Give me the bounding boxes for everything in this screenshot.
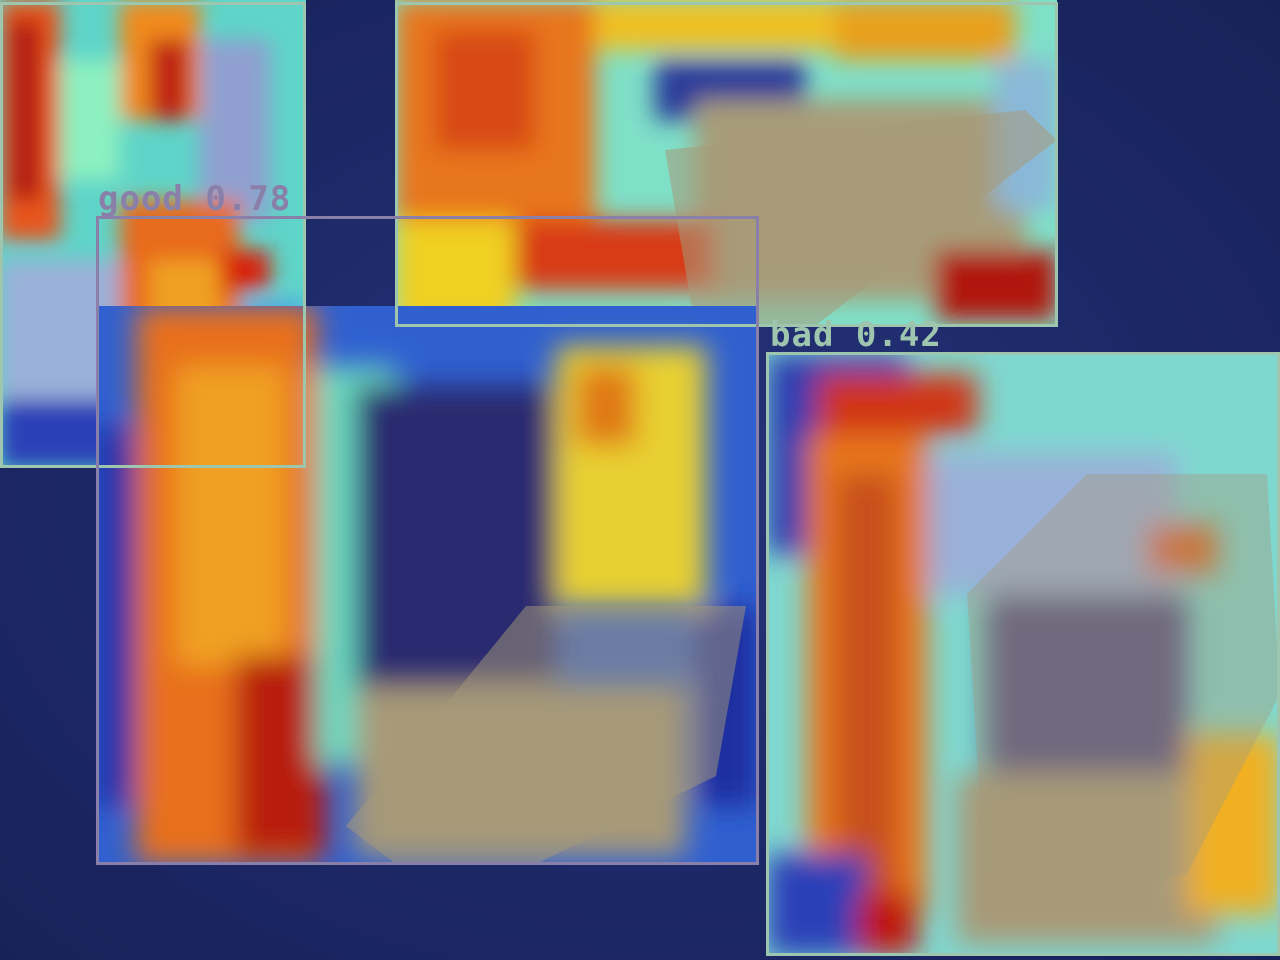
confidence-score: 0.78 bbox=[205, 179, 292, 219]
detection-label-good: good 0.78 bbox=[98, 182, 291, 216]
heatmap-region-right bbox=[767, 354, 1280, 956]
class-name: good bbox=[98, 179, 184, 219]
detection-label-bad: bad 0.42 bbox=[770, 318, 942, 352]
heatmap-region-center bbox=[96, 306, 758, 864]
class-name: bad bbox=[770, 315, 835, 355]
confidence-score: 0.42 bbox=[855, 315, 942, 355]
heatmap-region-top-center bbox=[395, 0, 1057, 326]
